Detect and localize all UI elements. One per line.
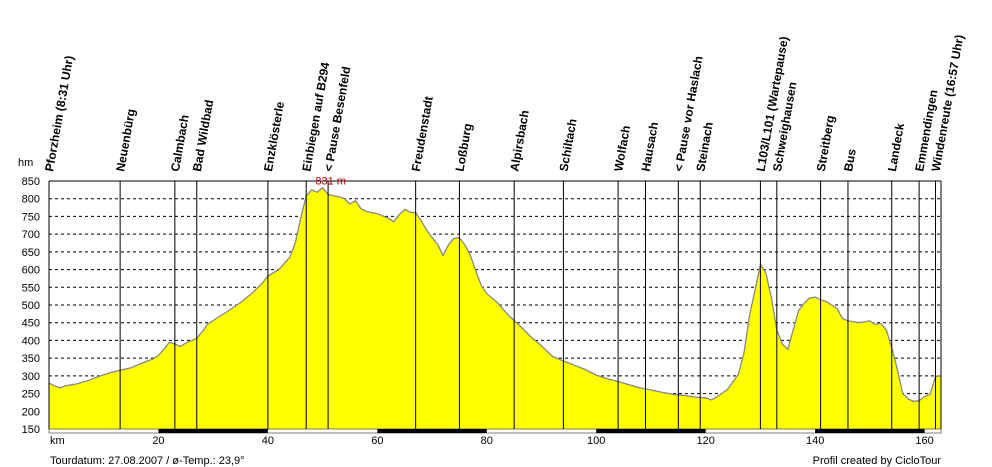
x-axis-segment [815,429,925,433]
y-tick-label: 350 [22,353,40,365]
y-tick-label: 800 [22,194,40,206]
y-tick-label: 450 [22,318,40,330]
x-tick-label: 140 [806,435,824,447]
footer-tour-info: Tourdatum: 27.08.2007 / ø-Temp.: 23,9° [50,455,245,467]
y-tick-label: 150 [22,424,40,436]
y-tick-label: 750 [22,211,40,223]
waypoint-label: Wolfach [611,124,633,172]
y-tick-label: 550 [22,282,40,294]
x-axis-segment [596,429,706,433]
y-tick-label: 850 [22,176,40,188]
x-tick-label: 20 [152,435,164,447]
waypoint-label: Streitberg [814,114,838,172]
x-axis-segment [158,429,268,433]
waypoint-label: Alpirsbach [507,109,532,173]
waypoint-labels: Pforzheim (8:31 Uhr) Neuenbürg CalmbachBad… [42,34,966,173]
waypoint-label: Loßburg [453,122,475,172]
waypoint-label: Freudenstadt [409,95,436,172]
x-tick-labels: 20 40 60 80 100 120 140 160 [152,435,933,447]
x-axis-bar [48,428,942,434]
profile-area [48,186,942,429]
y-tick-label: 650 [22,247,40,259]
waypoint-label: Landeck [885,122,907,173]
waypoint-label: Pforzheim (8:31 Uhr) [42,55,76,173]
waypoint-label: Schiltach [557,118,580,173]
y-tick-label: 400 [22,335,40,347]
y-tick-label: 300 [22,371,40,383]
footer-credit: Profil created by CicloTour [813,455,942,467]
x-tick-label: 100 [587,435,605,447]
axes [48,180,942,434]
x-tick-label: 60 [371,435,383,447]
y-tick-label: 250 [22,389,40,401]
x-axis-label: km [50,435,65,447]
max-elevation-label: 831 m [315,176,346,188]
y-axis-label: hm [18,157,33,169]
elevation-area-fill [49,187,941,429]
x-tick-label: 80 [481,435,493,447]
waypoint-label: Bad Wildbad [190,99,216,173]
waypoint-label: Neuenbürg [113,108,138,173]
y-tick-label: 700 [22,229,40,241]
waypoint-label: Calmbach [168,114,192,173]
x-axis-segment [377,429,487,433]
y-tick-label: 500 [22,300,40,312]
waypoint-label: Hausach [639,121,661,173]
elevation-line [48,186,942,403]
x-tick-label: 160 [915,435,933,447]
x-tick-label: 120 [697,435,715,447]
waypoint-label: Enzklösterle [261,100,287,172]
y-tick-labels: 150 200 250 300 350 400 450 500 550 600 650 700 750 8… [22,176,40,436]
waypoint-label: Bus [841,147,859,172]
y-tick-label: 600 [22,265,40,277]
waypoint-label: Steinach [693,121,715,173]
y-tick-label: 200 [22,406,40,418]
x-tick-label: 40 [262,435,274,447]
waypoint-lines [119,181,937,429]
